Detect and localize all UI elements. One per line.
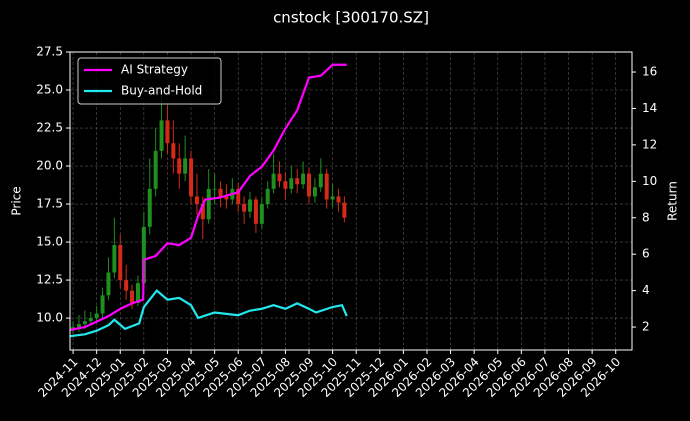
y-tick-label: 25.0 xyxy=(36,83,63,97)
candle-body xyxy=(265,188,270,205)
candle-body xyxy=(165,120,170,144)
candle-body xyxy=(135,283,140,303)
y2-tick-label: 16 xyxy=(642,65,657,79)
y2-tick-label: 2 xyxy=(642,320,650,334)
candle-body xyxy=(307,173,312,197)
line xyxy=(69,63,347,332)
candle-body xyxy=(76,324,81,328)
candle-body xyxy=(177,158,182,174)
candle-body xyxy=(153,150,158,189)
y2-tick-label: 6 xyxy=(642,247,650,261)
y2-tick-label: 12 xyxy=(642,137,657,151)
candle-body xyxy=(100,295,105,314)
y-tick-label: 12.5 xyxy=(36,273,63,287)
legend-label: AI Strategy xyxy=(121,63,188,77)
candle-body xyxy=(330,196,335,200)
candle-body xyxy=(259,204,264,224)
y2-axis-label: Return xyxy=(666,181,680,221)
line xyxy=(69,289,348,338)
candle-body xyxy=(206,188,211,220)
candle-body xyxy=(212,188,217,190)
candle-body xyxy=(242,204,247,212)
y-tick-label: 17.5 xyxy=(36,197,63,211)
y-tick-label: 20.0 xyxy=(36,159,63,173)
candle-body xyxy=(218,188,223,197)
candle-body xyxy=(236,188,241,205)
candle-body xyxy=(318,173,323,188)
candle-body xyxy=(124,280,129,291)
chart-title: cnstock [300170.SZ] xyxy=(273,9,429,27)
candle-body xyxy=(301,173,306,185)
candle-body xyxy=(88,318,93,322)
candle-body xyxy=(112,245,117,273)
candle-body xyxy=(94,313,99,319)
candle-body xyxy=(224,196,229,200)
candle-body xyxy=(194,196,199,205)
candle-body xyxy=(200,204,205,220)
y2-tick-label: 14 xyxy=(642,101,657,115)
y-tick-label: 15.0 xyxy=(36,235,63,249)
y2-tick-label: 8 xyxy=(642,210,650,224)
candle-body xyxy=(336,196,341,203)
y-tick-label: 22.5 xyxy=(36,121,63,135)
candle-body xyxy=(283,181,288,189)
candle-body xyxy=(295,178,300,185)
candle-body xyxy=(248,199,253,212)
candle-body xyxy=(324,173,329,200)
candle-body xyxy=(147,188,152,227)
candle-body xyxy=(289,178,294,189)
y2-tick-label: 10 xyxy=(642,174,657,188)
candle-body xyxy=(82,321,87,325)
candle-body xyxy=(130,290,135,303)
legend-label: Buy-and-Hold xyxy=(121,84,202,98)
candle-body xyxy=(171,143,176,159)
legend-box xyxy=(77,57,222,105)
candle-body xyxy=(106,272,111,296)
y-axis-label: Price xyxy=(10,186,24,215)
candle-body xyxy=(277,173,282,182)
candle-body xyxy=(141,226,146,284)
candle-body xyxy=(159,120,164,151)
candle-body xyxy=(271,173,276,189)
candle-body xyxy=(183,158,188,174)
y-tick-label: 10.0 xyxy=(36,311,63,325)
candle-body xyxy=(342,202,347,218)
plot-frame xyxy=(69,51,633,351)
candle-body xyxy=(118,245,123,281)
y2-tick-label: 4 xyxy=(642,283,650,297)
candle-body xyxy=(253,199,258,224)
candle-body xyxy=(312,187,317,197)
candle-body xyxy=(189,158,194,197)
y-tick-label: 27.5 xyxy=(36,45,63,59)
